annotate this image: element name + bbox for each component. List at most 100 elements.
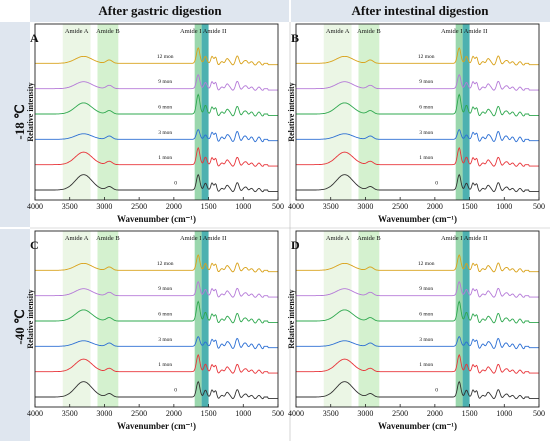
series-label-9-mon: 9 mon (419, 79, 433, 85)
series-line-9-mon (35, 73, 278, 91)
band-label-amide-ii: Amide II (464, 28, 488, 35)
x-tick-label: 4000 (27, 409, 43, 418)
series-label-12-mon: 12 mon (418, 54, 435, 60)
column-title-gastric: After gastric digestion (98, 3, 222, 18)
x-tick-label: 500 (272, 202, 284, 211)
band-amide-b (97, 231, 119, 407)
plot-frame (295, 230, 540, 408)
band-label-amide-a: Amide A (65, 235, 89, 242)
series-line-6-mon (296, 300, 539, 324)
series-label-12-mon: 12 mon (418, 261, 435, 267)
series-label-9-mon: 9 mon (158, 79, 172, 85)
x-tick-label: 3000 (357, 409, 373, 418)
x-tick-label: 500 (533, 202, 545, 211)
panel-letter: C (30, 238, 39, 252)
x-tick-label: 1500 (462, 202, 478, 211)
series-line-1-mon (296, 353, 539, 374)
series-line-9-mon (296, 280, 539, 298)
x-tick-label: 1000 (496, 202, 512, 211)
series-label-12-mon: 12 mon (157, 261, 174, 267)
x-tick-label: 3500 (323, 202, 339, 211)
band-label-amide-a: Amide A (65, 28, 89, 35)
series-line-3-mon (296, 128, 539, 143)
band-amide-i (455, 24, 463, 200)
band-label-amide-b: Amide B (357, 235, 381, 242)
series-label-3-mon: 3 mon (419, 337, 433, 343)
x-tick-label: 3000 (96, 409, 112, 418)
x-tick-label: 1500 (201, 409, 217, 418)
series-line-12-mon (296, 47, 539, 66)
series-line-0 (35, 380, 278, 400)
band-amide-ii (462, 231, 470, 407)
x-tick-label: 1000 (235, 409, 251, 418)
x-tick-label: 3000 (357, 202, 373, 211)
series-line-6-mon (296, 93, 539, 117)
y-axis-label: Relative intensity (287, 82, 296, 141)
series-label-6-mon: 6 mon (158, 311, 172, 317)
series-label-3-mon: 3 mon (158, 130, 172, 136)
x-axis-label: Wavenumber (cm⁻¹) (378, 421, 457, 431)
band-label-amide-b: Amide B (96, 235, 120, 242)
x-tick-label: 2000 (166, 409, 182, 418)
series-line-0 (296, 173, 539, 193)
x-axis-label: Wavenumber (cm⁻¹) (378, 214, 457, 224)
x-tick-label: 2000 (166, 202, 182, 211)
x-tick-label: 2000 (427, 202, 443, 211)
x-tick-label: 500 (272, 409, 284, 418)
band-label-amide-i: Amide I (180, 235, 201, 242)
series-label-1-mon: 1 mon (419, 155, 433, 161)
series-label-0: 0 (435, 387, 438, 393)
series-line-0 (296, 380, 539, 400)
band-amide-i (194, 24, 202, 200)
x-tick-label: 3000 (96, 202, 112, 211)
plot-frame (34, 230, 279, 408)
band-label-amide-i: Amide I (180, 28, 201, 35)
x-tick-label: 3500 (323, 409, 339, 418)
x-tick-label: 4000 (288, 409, 304, 418)
series-label-0: 0 (174, 180, 177, 186)
series-label-12-mon: 12 mon (157, 54, 174, 60)
x-tick-label: 2500 (131, 202, 147, 211)
band-amide-ii (201, 231, 209, 407)
band-label-amide-ii: Amide II (203, 28, 227, 35)
series-label-9-mon: 9 mon (158, 286, 172, 292)
y-axis-label: Relative intensity (26, 82, 35, 141)
series-line-3-mon (35, 335, 278, 350)
series-label-6-mon: 6 mon (158, 104, 172, 110)
x-tick-label: 3500 (62, 409, 78, 418)
column-title-intestinal: After intestinal digestion (351, 3, 489, 18)
band-amide-i (194, 231, 202, 407)
x-tick-label: 1500 (462, 409, 478, 418)
row-title-minus40: -40 ℃ (12, 309, 27, 345)
series-label-3-mon: 3 mon (158, 337, 172, 343)
x-tick-label: 2500 (392, 409, 408, 418)
band-label-amide-i: Amide I (441, 235, 462, 242)
series-label-0: 0 (174, 387, 177, 393)
panel-d: Amide A Amide B Amide I Amide II 0 1 mon 3 mon… (287, 230, 545, 431)
band-label-amide-a: Amide A (326, 28, 350, 35)
series-label-1-mon: 1 mon (419, 362, 433, 368)
row-title-minus18: -18 ℃ (12, 104, 27, 140)
series-line-9-mon (35, 280, 278, 298)
series-line-12-mon (296, 254, 539, 273)
panel-b: Amide A Amide B Amide I Amide II 0 1 mon 3 mon… (287, 23, 545, 224)
series-label-1-mon: 1 mon (158, 362, 172, 368)
plot-frame (34, 23, 279, 201)
series-line-1-mon (35, 146, 278, 167)
x-tick-label: 4000 (27, 202, 43, 211)
series-line-1-mon (35, 353, 278, 374)
x-tick-label: 1000 (496, 409, 512, 418)
plot-frame (295, 23, 540, 201)
panel-c: Amide A Amide B Amide I Amide II 0 1 mon 3 mon… (26, 230, 284, 431)
series-line-6-mon (35, 300, 278, 324)
y-axis-label: Relative intensity (26, 289, 35, 348)
band-amide-i (455, 231, 463, 407)
panel-a: Amide A Amide B Amide I Amide II 0 1 mon 3 mon… (26, 23, 284, 224)
series-label-6-mon: 6 mon (419, 104, 433, 110)
x-tick-label: 2500 (131, 409, 147, 418)
row-header-band (0, 22, 30, 441)
band-label-amide-ii: Amide II (464, 235, 488, 242)
band-amide-ii (201, 24, 209, 200)
